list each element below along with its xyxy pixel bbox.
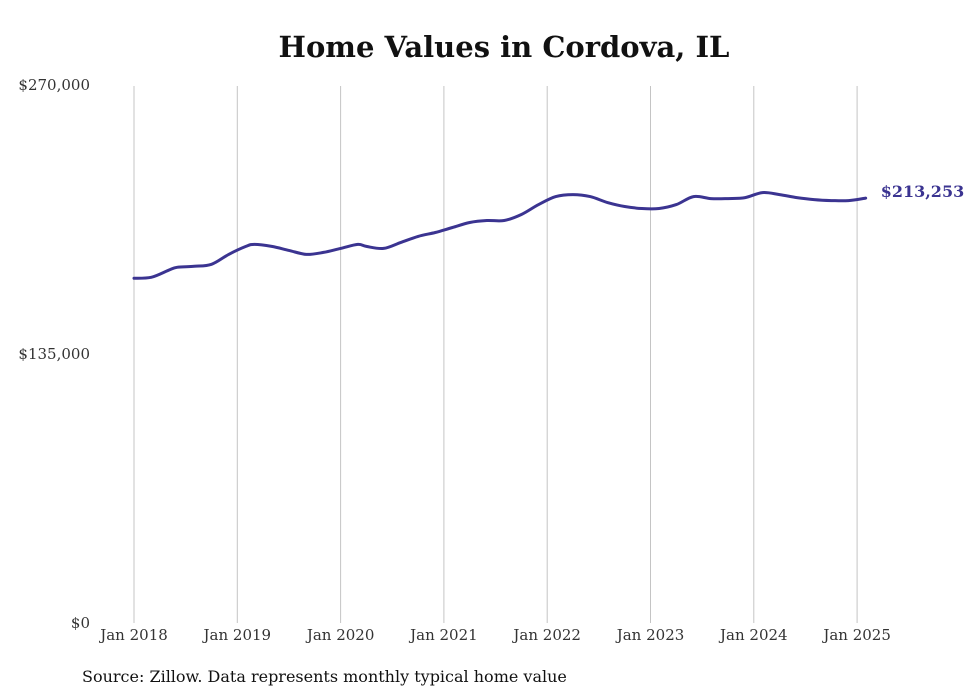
- series-layer: $213,253: [132, 182, 965, 280]
- x-tick-label: Jan 2021: [408, 626, 478, 644]
- x-tick-label: Jan 2018: [98, 626, 168, 644]
- y-tick-label: $0: [71, 614, 90, 632]
- series-line: [132, 191, 868, 280]
- x-axis-ticks: Jan 2018 Jan 2019 Jan 2020 Jan 2021 Jan 2022…: [98, 626, 891, 644]
- y-tick-label: $270,000: [18, 76, 90, 94]
- x-tick-label: Jan 2025: [821, 626, 891, 644]
- gridlines: [133, 86, 858, 623]
- x-tick-label: Jan 2020: [305, 626, 375, 644]
- chart-title: Home Values in Cordova, IL: [278, 30, 730, 64]
- x-tick-label: Jan 2023: [615, 626, 685, 644]
- source-note: Source: Zillow. Data represents monthly …: [82, 667, 567, 686]
- x-tick-label: Jan 2022: [511, 626, 581, 644]
- y-tick-label: $135,000: [18, 345, 90, 363]
- x-tick-label: Jan 2019: [202, 626, 272, 644]
- x-tick-label: Jan 2024: [718, 626, 788, 644]
- y-axis-ticks: $0 $135,000 $270,000: [18, 76, 90, 632]
- end-value-label: $213,253: [881, 182, 965, 201]
